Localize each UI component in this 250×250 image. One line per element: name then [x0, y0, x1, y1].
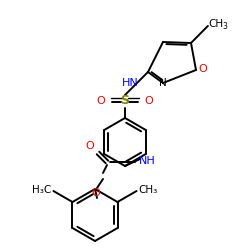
- Text: H₃C: H₃C: [32, 185, 52, 195]
- Text: O: O: [198, 64, 207, 74]
- Text: O: O: [86, 141, 94, 151]
- Text: N: N: [159, 78, 167, 88]
- Text: O: O: [144, 96, 154, 106]
- Text: S: S: [120, 94, 130, 108]
- Text: 3: 3: [222, 22, 227, 32]
- Text: HN: HN: [122, 78, 139, 88]
- Text: NH: NH: [138, 156, 156, 166]
- Text: O: O: [92, 188, 100, 198]
- Text: O: O: [96, 96, 106, 106]
- Text: CH₃: CH₃: [138, 185, 158, 195]
- Text: CH: CH: [208, 19, 224, 29]
